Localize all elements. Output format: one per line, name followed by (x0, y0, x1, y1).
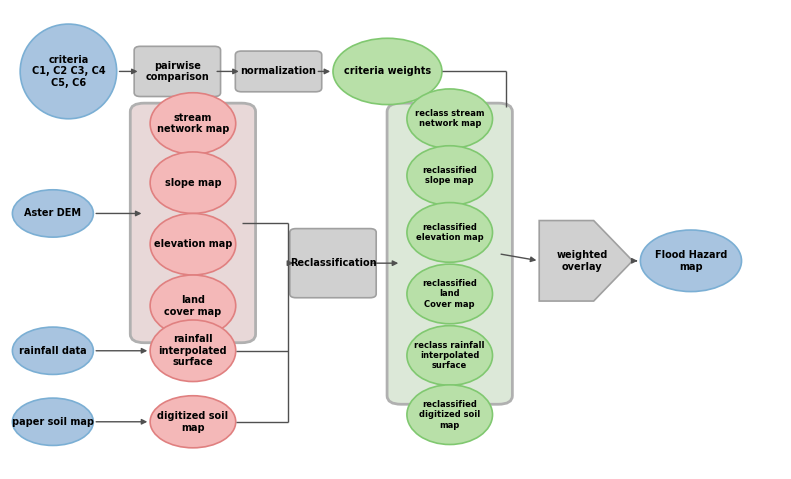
FancyBboxPatch shape (134, 46, 221, 97)
Ellipse shape (407, 264, 493, 324)
Ellipse shape (150, 396, 236, 448)
Text: Reclassification: Reclassification (290, 258, 377, 268)
Ellipse shape (407, 146, 493, 205)
Text: land
cover map: land cover map (165, 295, 221, 317)
Text: digitized soil
map: digitized soil map (157, 411, 229, 433)
Text: criteria
C1, C2 C3, C4
C5, C6: criteria C1, C2 C3, C4 C5, C6 (32, 55, 105, 88)
Ellipse shape (407, 89, 493, 148)
Text: reclass stream
network map: reclass stream network map (415, 109, 484, 128)
Text: reclassified
land
Cover map: reclassified land Cover map (422, 279, 477, 309)
Text: rainfall data: rainfall data (19, 346, 87, 356)
Ellipse shape (13, 190, 93, 237)
Ellipse shape (21, 24, 116, 119)
Polygon shape (539, 220, 633, 301)
Ellipse shape (150, 93, 236, 154)
Text: criteria weights: criteria weights (344, 67, 431, 77)
Text: weighted
overlay: weighted overlay (556, 250, 607, 272)
Ellipse shape (641, 230, 741, 292)
Ellipse shape (407, 203, 493, 262)
Text: paper soil map: paper soil map (12, 417, 94, 427)
Text: Aster DEM: Aster DEM (25, 208, 81, 218)
Ellipse shape (13, 398, 93, 445)
Ellipse shape (150, 152, 236, 214)
Text: pairwise
comparison: pairwise comparison (146, 61, 210, 82)
Text: elevation map: elevation map (153, 239, 232, 249)
Ellipse shape (333, 38, 442, 104)
Text: reclass rainfall
interpolated
surface: reclass rainfall interpolated surface (414, 341, 485, 370)
FancyBboxPatch shape (290, 228, 377, 298)
Text: slope map: slope map (165, 178, 221, 188)
FancyBboxPatch shape (236, 51, 322, 92)
Text: normalization: normalization (240, 67, 316, 77)
FancyBboxPatch shape (131, 103, 255, 342)
Ellipse shape (150, 275, 236, 337)
Ellipse shape (150, 320, 236, 382)
Ellipse shape (150, 214, 236, 275)
Text: rainfall
interpolated
surface: rainfall interpolated surface (159, 334, 227, 367)
FancyBboxPatch shape (387, 103, 513, 404)
Text: reclassified
elevation map: reclassified elevation map (416, 223, 483, 242)
Ellipse shape (407, 385, 493, 445)
Ellipse shape (13, 327, 93, 375)
Text: stream
network map: stream network map (157, 113, 229, 134)
Ellipse shape (407, 326, 493, 385)
Text: Flood Hazard
map: Flood Hazard map (655, 250, 727, 272)
Text: reclassified
slope map: reclassified slope map (422, 166, 477, 185)
Text: reclassified
digitized soil
map: reclassified digitized soil map (419, 400, 480, 430)
